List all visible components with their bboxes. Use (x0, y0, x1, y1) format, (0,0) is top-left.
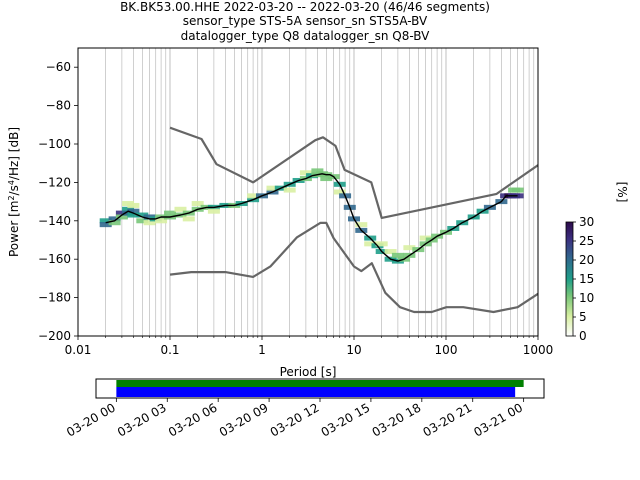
colorbar: 0 5 10 15 20 25 30 [%] (565, 182, 629, 343)
colorbar-tick-label: 20 (579, 253, 594, 267)
x-tick-label: 100 (435, 343, 458, 357)
timeline-tick-label: 03-20 21 (421, 400, 475, 439)
timeline-tick-label: 03-20 09 (217, 400, 271, 439)
timeline-tick-label: 03-21 00 (471, 400, 525, 439)
colorbar-ticks: 0 5 10 15 20 25 30 (573, 215, 594, 343)
psd-cell (127, 212, 140, 218)
y-tick-label: −100 (38, 137, 71, 151)
y-axis-label: Power [m2/s4/Hz] [dB] (7, 127, 21, 257)
plot-background (78, 48, 538, 336)
psd-cell (391, 252, 404, 258)
psd-cell (143, 220, 156, 226)
psd-cell (108, 220, 121, 226)
timeline-tick-label: 03-20 06 (166, 400, 220, 439)
psd-cell (99, 222, 112, 228)
figure-title-line-2: sensor_type STS-5A sensor_sn STS5A-BV (183, 14, 428, 28)
psd-cell (108, 216, 121, 222)
colorbar-tick-label: 5 (579, 310, 587, 324)
psd-plot-area: 0.01 0.1 1 10 100 1000 −200 −180 −160 −140 −120 −1… (38, 47, 554, 357)
colorbar-tick-label: 0 (579, 329, 587, 343)
psd-cell (174, 206, 187, 212)
psd-cell (355, 222, 368, 228)
psd-cell (311, 168, 324, 174)
timeline-tick-label: 03-20 15 (319, 400, 373, 439)
psd-cell (136, 218, 149, 224)
gaps-coverage-bar (116, 387, 516, 397)
colorbar-label: [%] (615, 182, 629, 203)
timeline-tick-label: 03-20 12 (268, 400, 322, 439)
psd-cell (403, 245, 416, 251)
colorbar-gradient (565, 221, 574, 337)
y-tick-label: −200 (38, 329, 71, 343)
y-tick-label: −160 (38, 252, 71, 266)
x-axis-label: Period [s] (280, 365, 337, 379)
psd-cell (283, 187, 296, 193)
psd-cell (247, 193, 260, 199)
psd-cell (127, 202, 140, 208)
psd-cell (164, 210, 176, 216)
psd-cell (99, 218, 112, 224)
psd-cell (375, 241, 388, 247)
y-axis-ticks: −200 −180 −160 −140 −120 −100 −80 −60 (38, 60, 78, 343)
psd-cell (364, 241, 377, 247)
x-tick-label: 1 (258, 343, 266, 357)
mode-line (105, 173, 518, 262)
psd-cell (155, 218, 168, 224)
colorbar-tick-label: 30 (579, 215, 594, 229)
figure-title-line-3: datalogger_type Q8 datalogger_sn Q8-BV (181, 29, 431, 43)
y-tick-label: −180 (38, 291, 71, 305)
psd-cell (207, 208, 220, 214)
new-low-noise-model-line (169, 221, 538, 314)
new-high-noise-model-line (169, 126, 538, 219)
timeline-tick-label: 03-20 00 (64, 400, 118, 439)
y-tick-label: −60 (46, 60, 71, 74)
colorbar-tick-label: 10 (579, 291, 594, 305)
x-axis-ticks: 0.01 0.1 1 10 100 1000 (65, 336, 554, 357)
colorbar-tick-label: 25 (579, 234, 594, 248)
psd-cell (136, 212, 149, 218)
x-tick-label: 0.1 (160, 343, 179, 357)
colorbar-tick-label: 15 (579, 272, 594, 286)
y-tick-label: −80 (46, 99, 71, 113)
y-tick-label: −140 (38, 214, 71, 228)
psd-cell (384, 249, 397, 255)
x-tick-label: 1000 (523, 343, 554, 357)
psd-cell (182, 216, 195, 222)
x-tick-label: 0.01 (65, 343, 92, 357)
psd-cell (127, 208, 140, 214)
noise-model-lines (105, 126, 538, 314)
psd-cell (299, 170, 312, 176)
psd-cell (191, 201, 204, 207)
psd-cell (419, 235, 432, 241)
psd-cell (115, 210, 128, 216)
y-tick-label: −120 (38, 175, 71, 189)
psd-cell (511, 187, 524, 193)
timeline-tick-label: 03-20 18 (370, 400, 424, 439)
psd-cell (333, 189, 346, 195)
psd-cell (115, 214, 128, 220)
x-tick-label: 10 (346, 343, 361, 357)
data-coverage-bar (116, 380, 524, 387)
timeline-tick-label: 03-20 03 (115, 400, 169, 439)
plot-frame (77, 47, 539, 337)
psd-cell (320, 176, 333, 182)
figure-title-line-1: BK.BK53.00.HHE 2022-03-20 -- 2022-03-20 … (120, 0, 490, 14)
psd-cell (266, 185, 279, 191)
psd-cell (143, 214, 156, 220)
